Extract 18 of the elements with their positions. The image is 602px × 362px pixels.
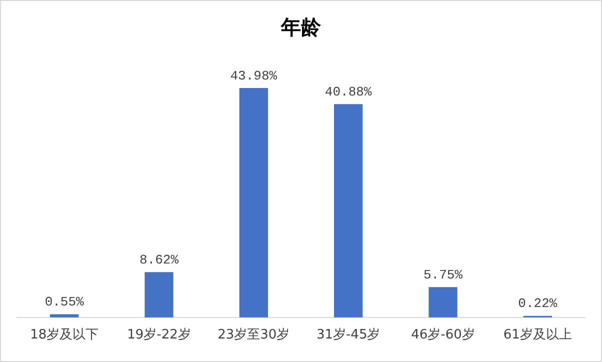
- x-tick-label: 23岁至30岁: [218, 328, 290, 343]
- x-tick-label: 18岁及以下: [30, 328, 99, 343]
- data-label: 5.75%: [423, 267, 463, 282]
- bar: [428, 287, 458, 318]
- bar: [144, 272, 174, 318]
- chart-title: 年龄: [280, 15, 322, 40]
- bar: [334, 104, 363, 318]
- x-tick-label: 46岁-60岁: [411, 328, 475, 343]
- x-tick-label: 61岁及以上: [503, 328, 572, 343]
- x-tick-label: 31岁-45岁: [316, 328, 380, 343]
- bar: [50, 314, 79, 318]
- data-label: 0.55%: [44, 294, 84, 310]
- data-label: 8.62%: [139, 252, 179, 268]
- data-label: 0.22%: [518, 296, 558, 312]
- data-label: 40.88%: [324, 84, 372, 100]
- data-label: 43.98%: [230, 68, 278, 84]
- x-tick-label: 19岁-22岁: [127, 328, 191, 343]
- bar: [239, 88, 268, 318]
